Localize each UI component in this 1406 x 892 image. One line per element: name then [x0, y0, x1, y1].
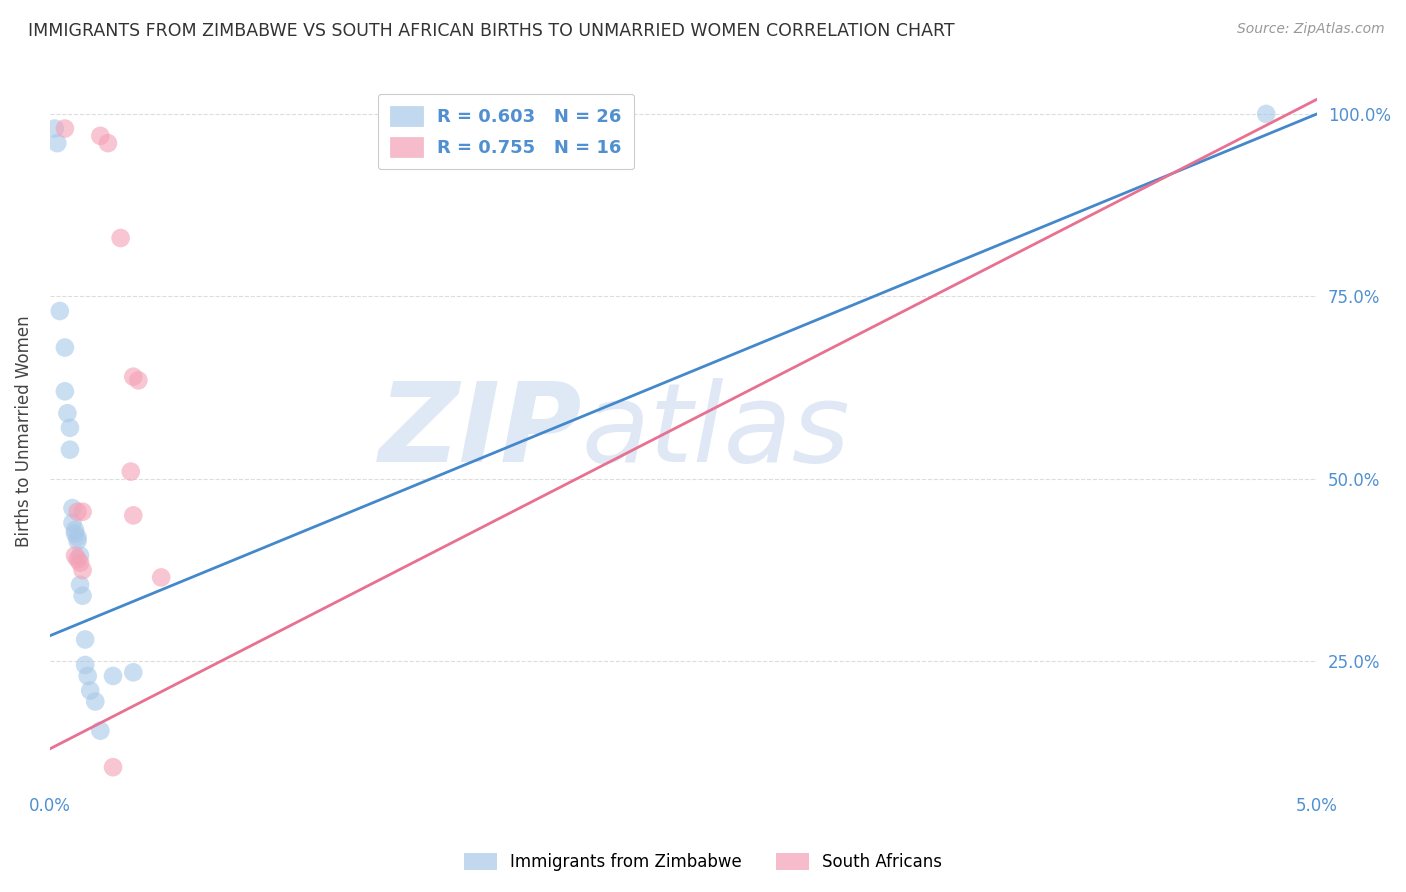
Point: [49, 304, 72, 318]
Y-axis label: Births to Unmarried Women: Births to Unmarried Women: [15, 316, 32, 548]
Legend: Immigrants from Zimbabwe, South Africans: Immigrants from Zimbabwe, South Africans: [456, 845, 950, 880]
Point: [72, 563, 94, 577]
Point: [72, 589, 94, 603]
Point: [79, 683, 101, 698]
Point: [66, 552, 89, 566]
Point: [122, 508, 145, 523]
Point: [101, 669, 124, 683]
Point: [59, 442, 82, 457]
Point: [122, 369, 145, 384]
Point: [53, 384, 76, 399]
Point: [89, 723, 111, 738]
Point: [110, 231, 132, 245]
Point: [66, 533, 89, 548]
Point: [44, 121, 66, 136]
Point: [120, 465, 142, 479]
Point: [66, 530, 89, 544]
Text: IMMIGRANTS FROM ZIMBABWE VS SOUTH AFRICAN BIRTHS TO UNMARRIED WOMEN CORRELATION : IMMIGRANTS FROM ZIMBABWE VS SOUTH AFRICA…: [28, 22, 955, 40]
Point: [69, 556, 91, 570]
Point: [76, 669, 98, 683]
Point: [101, 760, 124, 774]
Point: [63, 549, 86, 563]
Legend: R = 0.603   N = 26, R = 0.755   N = 16: R = 0.603 N = 26, R = 0.755 N = 16: [378, 94, 634, 169]
Point: [97, 136, 120, 150]
Point: [69, 549, 91, 563]
Point: [56, 406, 79, 420]
Text: atlas: atlas: [582, 378, 851, 485]
Point: [66, 505, 89, 519]
Point: [72, 505, 94, 519]
Point: [75, 658, 97, 673]
Point: [63, 526, 86, 541]
Point: [69, 578, 91, 592]
Point: [62, 516, 84, 530]
Text: Source: ZipAtlas.com: Source: ZipAtlas.com: [1237, 22, 1385, 37]
Point: [53, 341, 76, 355]
Point: [1256, 107, 1278, 121]
Point: [63, 523, 86, 537]
Point: [89, 128, 111, 143]
Text: ZIP: ZIP: [378, 378, 582, 485]
Point: [84, 694, 107, 708]
Point: [122, 665, 145, 680]
Point: [62, 501, 84, 516]
Point: [127, 373, 149, 387]
Point: [46, 136, 69, 150]
Point: [75, 632, 97, 647]
Point: [59, 421, 82, 435]
Point: [150, 570, 173, 584]
Point: [53, 121, 76, 136]
